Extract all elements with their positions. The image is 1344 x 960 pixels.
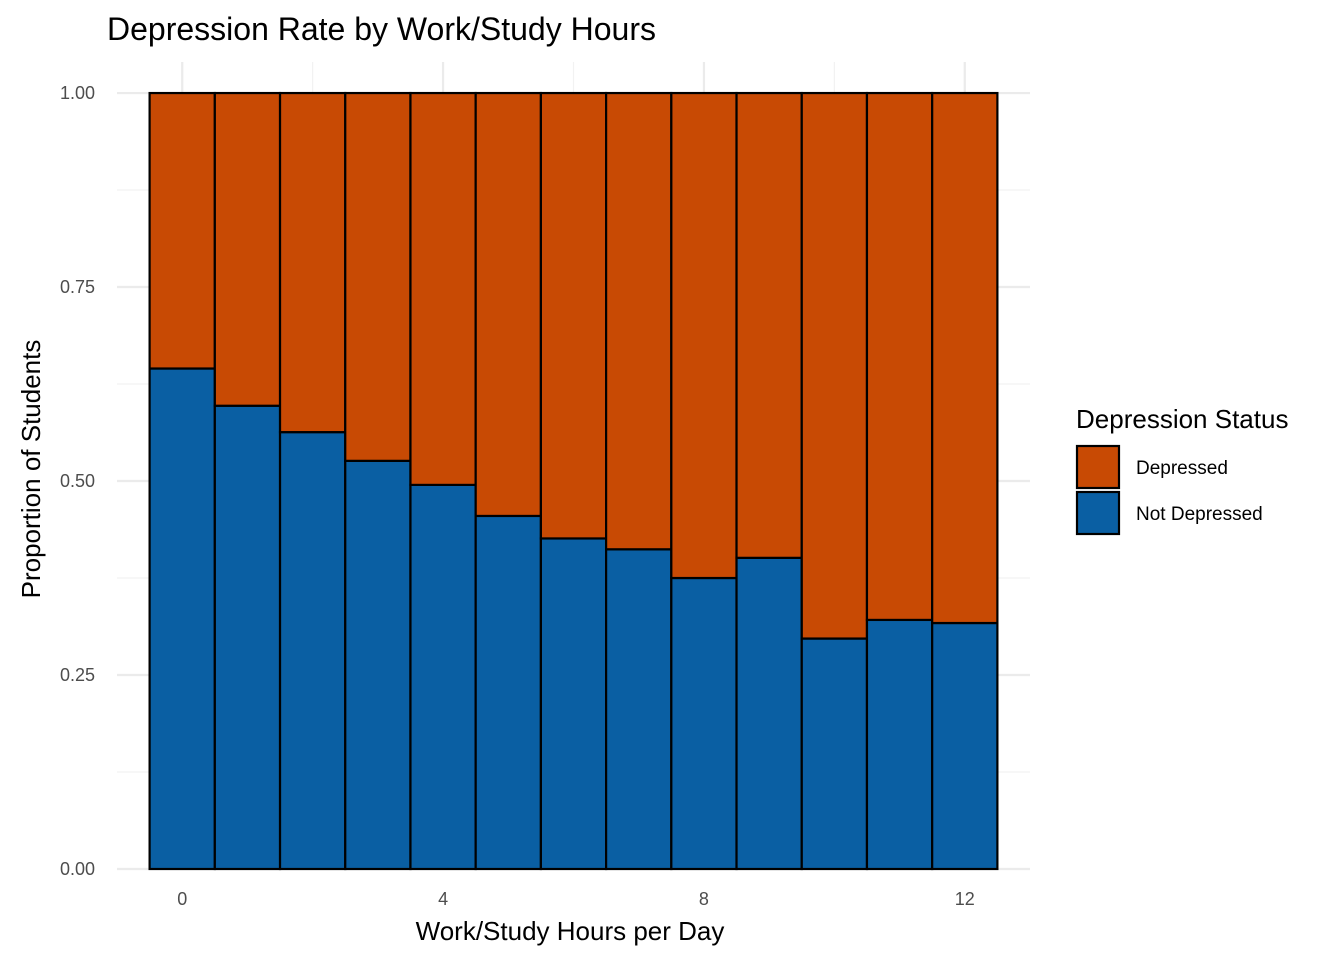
chart-title: Depression Rate by Work/Study Hours [107,11,656,47]
bar-not-depressed [735,556,803,871]
bar-depressed [409,91,477,486]
bar-depressed [148,91,216,370]
bar-not-depressed [931,621,999,871]
x-tick-label: 12 [955,889,975,909]
y-tick-label: 0.50 [60,471,95,491]
bar-depressed [865,91,934,622]
y-tick-label: 0.75 [60,277,95,297]
bar-depressed [735,91,803,559]
bar-not-depressed [539,537,608,871]
bar-not-depressed [865,618,934,871]
bar-not-depressed [213,404,282,871]
bar-depressed [278,91,347,434]
y-axis-title: Proportion of Students [16,340,46,599]
bar-depressed [539,91,608,540]
x-axis-ticks: 0 4 8 12 [177,889,975,909]
x-axis-title: Work/Study Hours per Day [416,916,725,946]
bar-depressed [931,91,999,625]
bar-depressed [800,91,869,640]
x-tick-label: 0 [177,889,187,909]
y-tick-label: 1.00 [60,83,95,103]
bar-depressed [344,91,412,462]
bar-not-depressed [278,431,347,871]
legend-label: Depressed [1136,458,1228,479]
bar-not-depressed [474,514,542,871]
legend-title: Depression Status [1076,404,1288,434]
bar-depressed [670,91,738,580]
bar-not-depressed [344,459,412,871]
bar-not-depressed [605,548,673,871]
bar-not-depressed [800,637,869,871]
bars [148,91,999,871]
y-tick-label: 0.25 [60,665,95,685]
legend-swatch [1075,490,1121,536]
legend-label: Not Depressed [1136,504,1263,525]
bar-not-depressed [148,367,216,871]
y-tick-label: 0.00 [60,859,95,879]
y-axis-ticks: 0.00 0.25 0.50 0.75 1.00 [60,83,95,879]
legend-swatch [1075,444,1121,490]
legend: Depression Status Depressed Not Depressed [1075,404,1288,536]
bar-depressed [605,91,673,551]
bar-not-depressed [670,576,738,871]
bar-depressed [213,91,282,407]
bar-not-depressed [409,483,477,871]
bar-depressed [474,91,542,518]
x-tick-label: 8 [699,889,709,909]
x-tick-label: 4 [438,889,448,909]
